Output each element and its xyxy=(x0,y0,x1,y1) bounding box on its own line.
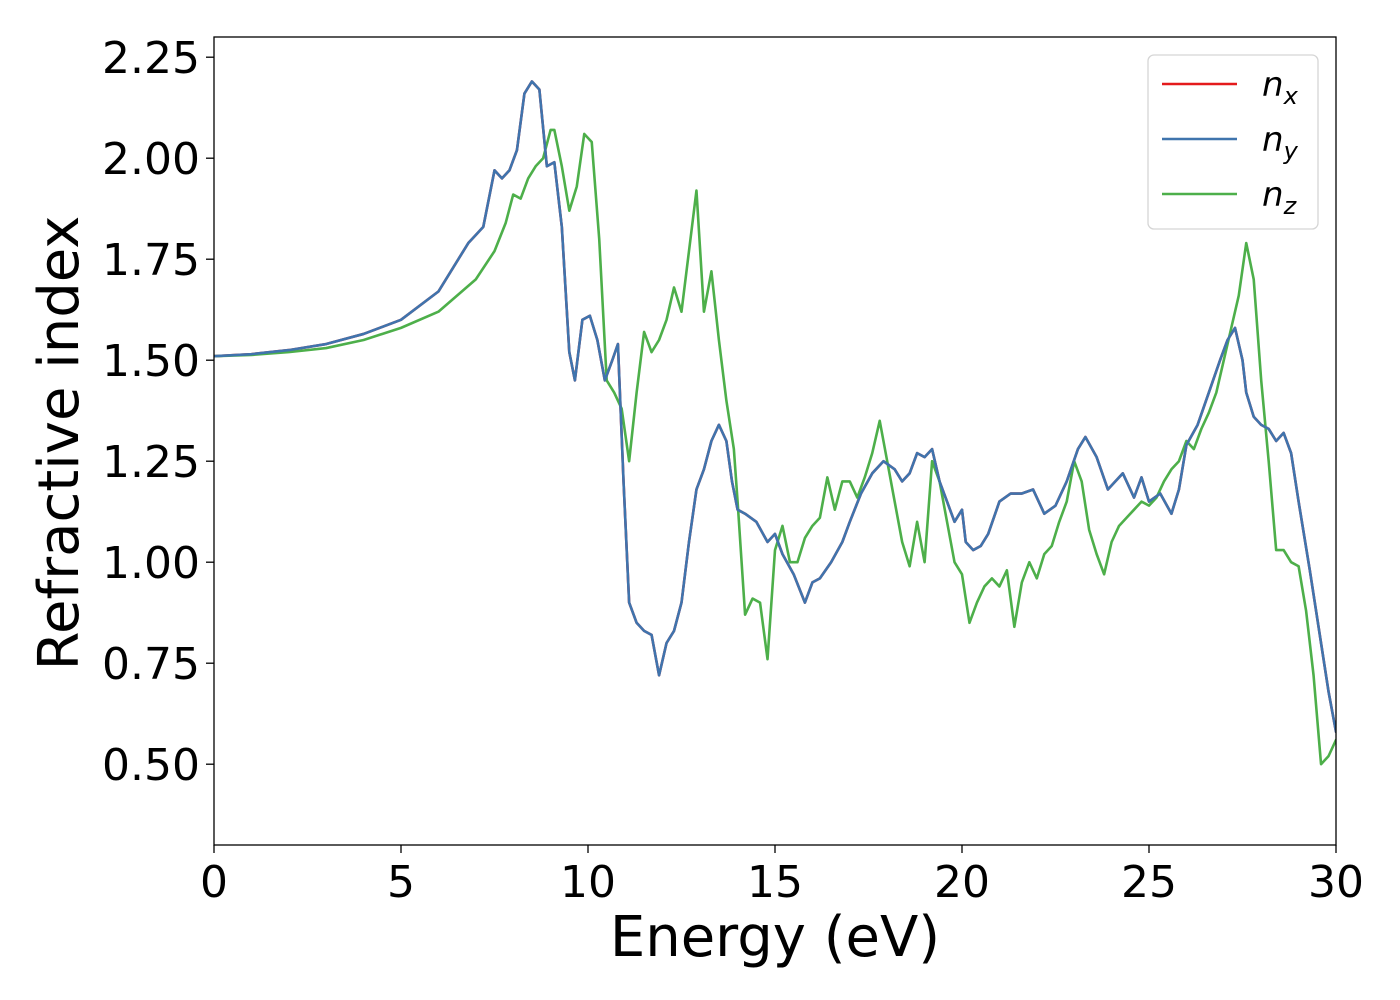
x-tick-label: 25 xyxy=(1121,857,1177,908)
x-tick-label: 20 xyxy=(934,857,990,908)
x-tick-label: 15 xyxy=(747,857,803,908)
y-tick-label: 0.75 xyxy=(102,639,200,690)
y-tick-label: 2.00 xyxy=(102,134,200,185)
x-tick-label: 5 xyxy=(387,857,415,908)
x-tick-label: 30 xyxy=(1308,857,1364,908)
y-tick-label: 0.50 xyxy=(102,740,200,791)
y-tick-label: 1.75 xyxy=(102,235,200,286)
series-layer xyxy=(214,80,1336,766)
x-axis-label: Energy (eV) xyxy=(610,905,940,970)
y-tick-label: 1.50 xyxy=(102,336,200,387)
y-tick-label: 2.25 xyxy=(102,33,200,84)
y-tick-label: 1.00 xyxy=(102,538,200,589)
x-axis: 0 5 10 15 20 25 30 xyxy=(200,845,1364,908)
series-line-nz xyxy=(214,128,1336,766)
y-axis: 0.50 0.75 1.00 1.25 1.50 1.75 2.00 2.25 xyxy=(102,33,214,791)
series-line-ny xyxy=(214,80,1336,734)
y-tick-label: 1.25 xyxy=(102,437,200,488)
y-axis-label: Refractive index xyxy=(27,216,92,671)
legend-box xyxy=(1147,54,1319,230)
x-tick-label: 0 xyxy=(200,857,228,908)
x-tick-label: 10 xyxy=(560,857,616,908)
